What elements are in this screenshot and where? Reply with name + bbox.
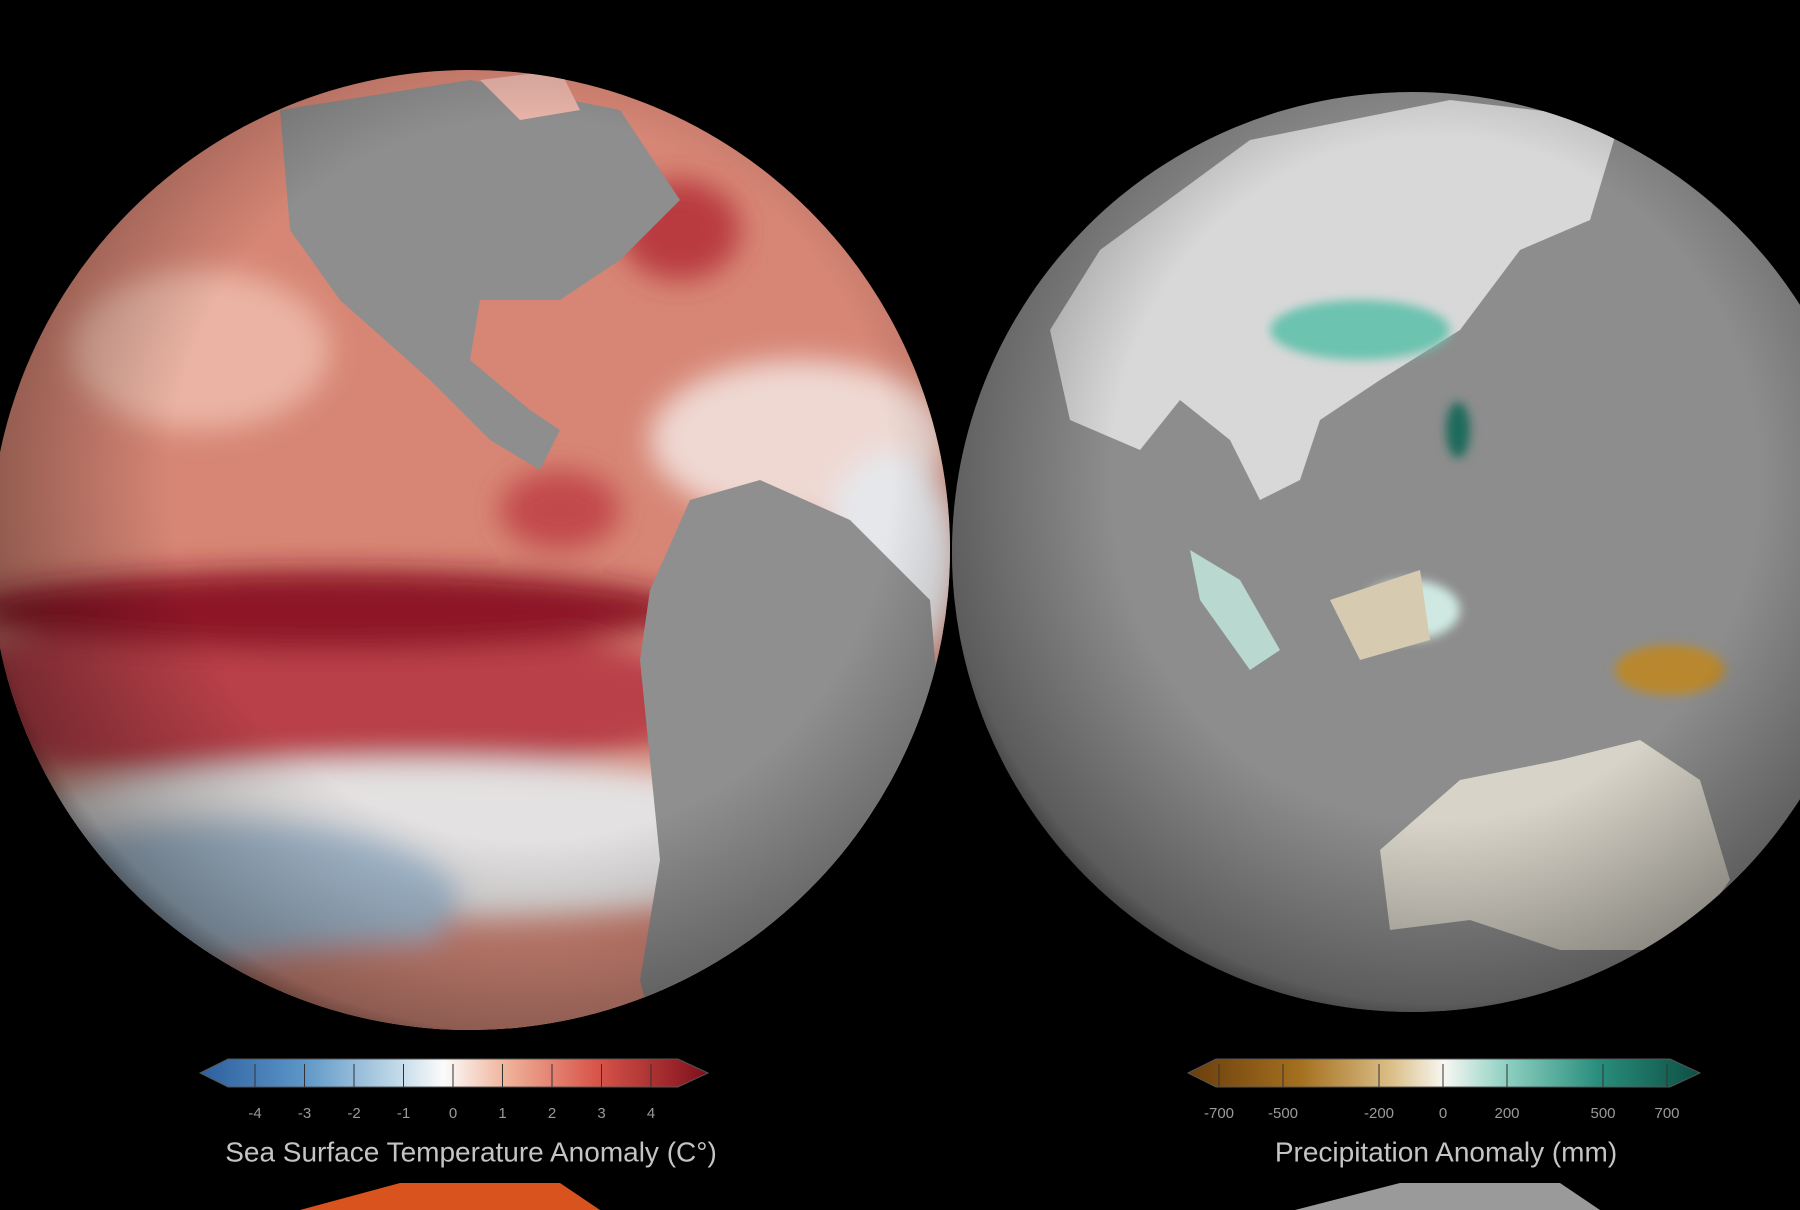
tick-label: -1: [397, 1105, 410, 1122]
tick-label: 4: [647, 1105, 655, 1122]
bottom-shape: [1295, 1183, 1600, 1210]
tick-label: -500: [1268, 1105, 1298, 1122]
tick-label: 0: [1439, 1105, 1447, 1122]
bottom-shape: [300, 1183, 600, 1210]
tick-label: -200: [1364, 1105, 1394, 1122]
precip-globe: [952, 92, 1800, 1012]
colorbar: [198, 1058, 710, 1088]
tick-label: 500: [1590, 1105, 1615, 1122]
tick-label: 3: [597, 1105, 605, 1122]
tick-label: 700: [1654, 1105, 1679, 1122]
sst-globe: [0, 70, 950, 1030]
tick-label: 1: [498, 1105, 506, 1122]
tick-label: -3: [298, 1105, 311, 1122]
tick-label: -2: [347, 1105, 360, 1122]
legend-title: Precipitation Anomaly (mm): [1275, 1136, 1617, 1167]
tick-label: -4: [248, 1105, 261, 1122]
colorbar: [1186, 1058, 1702, 1088]
legend-title: Sea Surface Temperature Anomaly (C°): [225, 1136, 717, 1167]
tick-label: 0: [449, 1105, 457, 1122]
tick-label: 200: [1494, 1105, 1519, 1122]
tick-label: 2: [548, 1105, 556, 1122]
tick-label: -700: [1204, 1105, 1234, 1122]
